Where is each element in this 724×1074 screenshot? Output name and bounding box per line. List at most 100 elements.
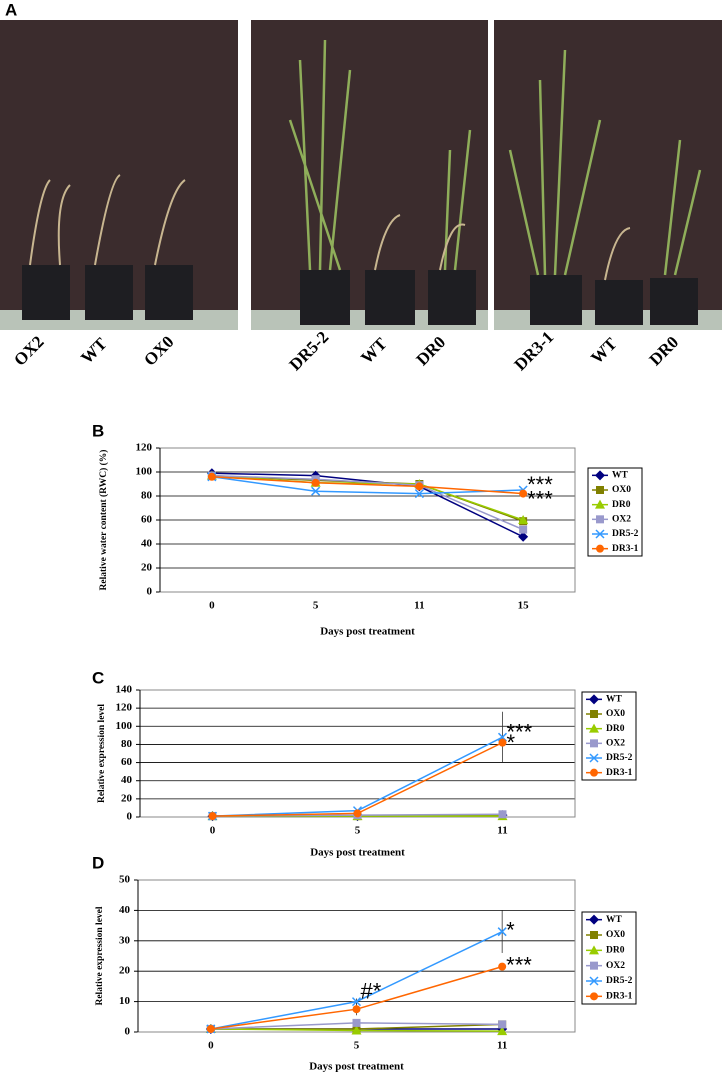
point	[518, 515, 529, 524]
annotation: ***	[506, 952, 532, 977]
y-tick-label: 20	[121, 792, 133, 804]
annotation: ***	[507, 719, 533, 744]
annotation: *	[507, 730, 516, 755]
y-tick-label: 80	[141, 490, 153, 502]
legend-label: DR5-2	[606, 976, 633, 986]
point	[498, 810, 507, 819]
photo-label: WT	[587, 334, 621, 368]
legend-label: WT	[606, 695, 623, 705]
y-tick-label: 10	[119, 995, 131, 1007]
y-tick-label: 80	[121, 738, 133, 750]
photo	[251, 20, 488, 330]
legend-marker	[589, 723, 599, 733]
legend-marker	[595, 470, 605, 481]
point	[353, 809, 362, 818]
y-tick-label: 100	[116, 720, 133, 732]
point	[206, 1024, 215, 1033]
legend-label: DR3-1	[606, 992, 633, 1002]
panel-letter: C	[92, 668, 104, 687]
x-tick-label: 0	[209, 600, 215, 612]
legend-label: DR3-1	[612, 544, 639, 554]
point	[207, 472, 216, 481]
x-axis-label: Days post treatment	[320, 626, 415, 638]
legend-marker	[589, 694, 599, 705]
legend-label: OX0	[612, 485, 631, 495]
legend-label: OX0	[606, 709, 625, 719]
x-tick-label: 0	[210, 825, 216, 837]
y-tick-label: 60	[141, 514, 153, 526]
photo-label: DR5-2	[285, 327, 332, 374]
point	[498, 962, 507, 971]
photo	[0, 20, 238, 330]
x-tick-label: 11	[497, 825, 507, 837]
point	[352, 1005, 361, 1014]
photo	[494, 20, 722, 330]
photo-label: WT	[357, 334, 391, 368]
legend-marker	[589, 914, 599, 925]
point	[518, 531, 529, 542]
legend-marker	[596, 544, 604, 553]
annotation: ***	[527, 472, 553, 497]
point	[415, 482, 424, 491]
point	[311, 486, 321, 496]
legend-label: DR5-2	[606, 753, 633, 763]
point	[519, 489, 528, 498]
panel-letter: A	[5, 0, 17, 19]
legend-label: WT	[606, 915, 623, 925]
y-tick-label: 100	[136, 466, 153, 478]
y-tick-label: 60	[121, 756, 133, 768]
panel-letter: B	[92, 421, 104, 440]
point	[497, 1026, 508, 1036]
legend-marker	[596, 515, 604, 524]
legend-marker	[595, 499, 605, 509]
series-line	[211, 476, 524, 495]
legend-marker	[589, 945, 599, 955]
x-tick-label: 5	[355, 825, 361, 837]
legend-label: OX0	[606, 930, 625, 940]
annotation: #*	[361, 978, 382, 1003]
legend-label: OX2	[606, 739, 625, 749]
legend-box	[581, 691, 637, 781]
legend-box	[587, 467, 643, 557]
y-tick-label: 140	[116, 684, 133, 696]
legend-marker	[595, 529, 605, 539]
y-tick-label: 50	[119, 874, 131, 886]
series-line	[211, 472, 524, 538]
y-tick-label: 0	[147, 586, 153, 598]
photo-label: DR0	[645, 332, 682, 369]
y-tick-label: 40	[141, 538, 153, 550]
point	[497, 927, 507, 937]
series-line	[212, 736, 503, 817]
y-tick-label: 40	[119, 904, 131, 916]
series-line	[211, 476, 524, 495]
y-tick-label: 20	[119, 965, 131, 977]
point	[519, 525, 528, 534]
y-tick-label: 40	[121, 774, 133, 786]
legend-label: DR3-1	[606, 768, 633, 778]
photo-label: WT	[77, 334, 111, 368]
annotation: ***	[527, 487, 553, 512]
y-tick-label: 120	[136, 442, 153, 454]
legend-marker	[590, 768, 598, 777]
legend-label: DR5-2	[612, 529, 639, 539]
legend-box	[581, 911, 637, 1005]
legend-marker	[590, 710, 598, 718]
legend-marker	[590, 739, 598, 748]
x-tick-label: 11	[414, 600, 424, 612]
x-tick-label: 15	[518, 600, 530, 612]
x-tick-label: 11	[497, 1040, 507, 1052]
point	[414, 489, 424, 499]
x-axis-label: Days post treatment	[310, 847, 405, 859]
point	[208, 812, 217, 821]
y-axis-label: Relative expression level	[97, 704, 107, 803]
x-tick-label: 5	[313, 600, 319, 612]
photo-label: OX2	[10, 332, 47, 369]
y-tick-label: 120	[116, 702, 133, 714]
photo-label: DR3-1	[510, 327, 557, 374]
x-tick-label: 5	[354, 1040, 360, 1052]
y-tick-label: 20	[141, 562, 153, 574]
legend-marker	[589, 753, 599, 763]
photo-label: DR0	[412, 332, 449, 369]
legend-label: OX2	[606, 961, 625, 971]
